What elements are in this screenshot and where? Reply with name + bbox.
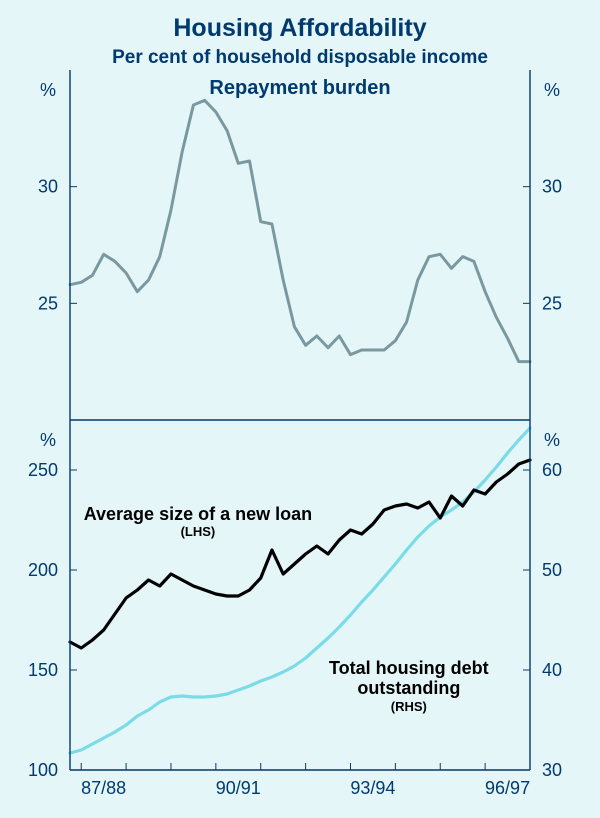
svg-text:(LHS): (LHS)	[181, 524, 216, 539]
svg-text:(RHS): (RHS)	[391, 699, 427, 714]
svg-text:Repayment burden: Repayment burden	[209, 77, 390, 99]
svg-text:100: 100	[28, 760, 58, 780]
svg-text:outstanding: outstanding	[357, 678, 460, 698]
svg-text:Total housing debt: Total housing debt	[329, 658, 489, 678]
chart-svg: %% 25 25 30 30 Repayment burden%% 100 150 200 250…	[0, 70, 600, 818]
svg-text:Average size of a new loan: Average size of a new loan	[84, 504, 312, 524]
svg-text:25: 25	[542, 293, 562, 313]
chart-subtitle: Per cent of household disposable income	[0, 43, 600, 69]
svg-text:30: 30	[38, 177, 58, 197]
chart-title: Housing Affordability	[0, 0, 600, 43]
svg-text:60: 60	[542, 460, 562, 480]
svg-text:200: 200	[28, 560, 58, 580]
svg-text:40: 40	[542, 660, 562, 680]
svg-text:%: %	[544, 430, 560, 450]
svg-text:%: %	[40, 430, 56, 450]
svg-text:50: 50	[542, 560, 562, 580]
x-axis-label: 87/88	[81, 778, 126, 798]
avg-loan-size-line	[70, 460, 530, 648]
x-axis-label: 93/94	[350, 778, 395, 798]
svg-text:%: %	[40, 80, 56, 100]
chart-area: %% 25 25 30 30 Repayment burden%% 100 150 200 250…	[0, 70, 600, 818]
repayment-burden-line	[70, 100, 530, 361]
x-axis-label: 90/91	[216, 778, 261, 798]
svg-text:150: 150	[28, 660, 58, 680]
svg-text:250: 250	[28, 460, 58, 480]
x-axis-label: 96/97	[485, 778, 530, 798]
svg-text:%: %	[544, 80, 560, 100]
svg-text:30: 30	[542, 177, 562, 197]
svg-text:30: 30	[542, 760, 562, 780]
svg-text:25: 25	[38, 293, 58, 313]
